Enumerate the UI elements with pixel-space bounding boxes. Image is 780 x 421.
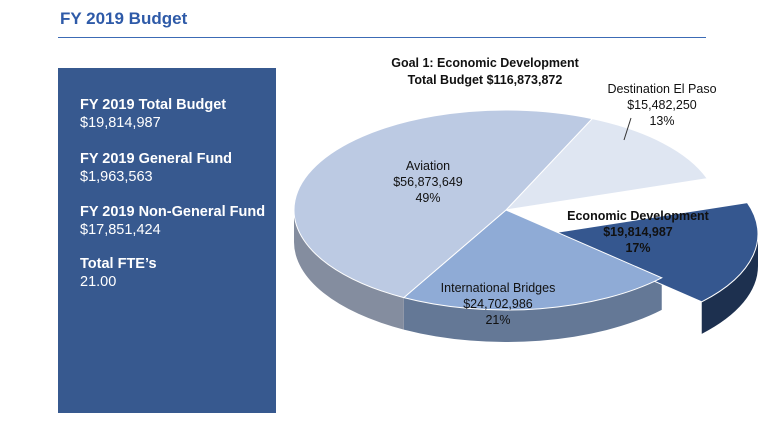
stat-value: $1,963,563 bbox=[80, 169, 153, 185]
chart-subtitle: Total Budget $116,873,872 bbox=[408, 73, 563, 87]
data-label-economic-development-label: Economic Development bbox=[567, 209, 710, 223]
stat-value: 21.00 bbox=[80, 274, 117, 290]
stat-general-fund: FY 2019 General Fund $1,963,563 bbox=[80, 150, 232, 186]
stat-value: $19,814,987 bbox=[80, 115, 161, 131]
leader-line bbox=[623, 117, 632, 141]
stat-label: Total FTE’s bbox=[80, 256, 157, 272]
chart-title: Goal 1: Economic Development bbox=[391, 56, 579, 70]
data-label-destination-el-paso-percent: 13% bbox=[649, 114, 674, 128]
stat-total-budget: FY 2019 Total Budget $19,814,987 bbox=[80, 96, 226, 132]
stat-label: FY 2019 General Fund bbox=[80, 151, 233, 167]
pie-side-international-bridges bbox=[403, 277, 662, 343]
stat-non-general-fund: FY 2019 Non-General Fund $17,851,424 bbox=[80, 203, 265, 239]
stat-label: FY 2019 Non-General Fund bbox=[80, 204, 266, 220]
title-divider bbox=[58, 37, 706, 38]
data-label-economic-development-percent: 17% bbox=[625, 241, 650, 255]
budget-summary-panel: FY 2019 Total Budget $19,814,987 FY 2019… bbox=[58, 68, 276, 413]
pie-slice-aviation bbox=[293, 109, 594, 299]
data-label-destination-el-paso-label: Destination El Paso bbox=[607, 82, 716, 96]
page-title: FY 2019 Budget bbox=[60, 9, 188, 28]
data-label-economic-development-value: $19,814,987 bbox=[603, 225, 673, 239]
data-label-international-bridges-label: International Bridges bbox=[441, 281, 556, 295]
data-label-international-bridges-percent: 21% bbox=[485, 313, 510, 327]
pie-side-aviation bbox=[294, 210, 404, 330]
data-label-aviation-label: Aviation bbox=[406, 159, 450, 173]
data-label-international-bridges-value: $24,702,986 bbox=[463, 297, 533, 311]
data-label-destination-el-paso-value: $15,482,250 bbox=[627, 98, 697, 112]
data-label-aviation-value: $56,873,649 bbox=[393, 175, 463, 189]
pie-slice-economic-development bbox=[544, 202, 759, 303]
stat-value: $17,851,424 bbox=[80, 222, 161, 238]
pie-slice-destination-el-paso bbox=[504, 118, 709, 211]
pie-slice-international-bridges bbox=[402, 209, 663, 311]
stat-total-fte: Total FTE’s 21.00 bbox=[80, 255, 157, 291]
data-label-aviation-percent: 49% bbox=[415, 191, 440, 205]
stat-label: FY 2019 Total Budget bbox=[80, 97, 227, 113]
